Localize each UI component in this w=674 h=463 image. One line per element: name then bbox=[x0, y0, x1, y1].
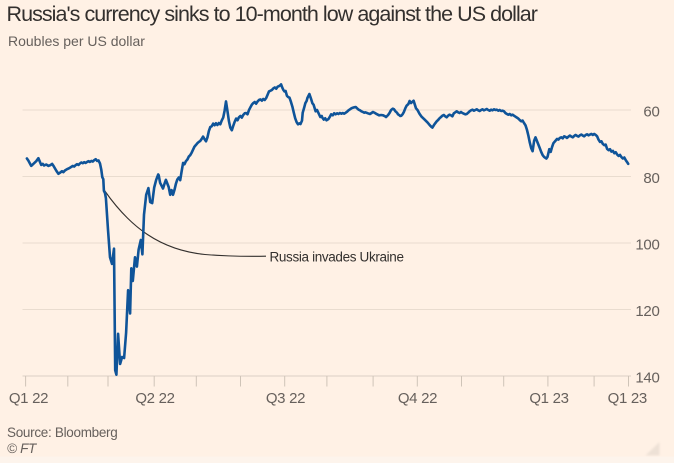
svg-text:Q1 23: Q1 23 bbox=[529, 390, 568, 407]
svg-text:140: 140 bbox=[635, 370, 659, 387]
svg-text:Q4 22: Q4 22 bbox=[398, 390, 437, 407]
svg-text:Russia invades Ukraine: Russia invades Ukraine bbox=[270, 250, 404, 265]
svg-text:Q1 23: Q1 23 bbox=[608, 390, 647, 407]
svg-text:100: 100 bbox=[635, 237, 659, 254]
svg-text:120: 120 bbox=[635, 303, 659, 320]
svg-text:80: 80 bbox=[643, 170, 659, 187]
svg-text:Q2 22: Q2 22 bbox=[135, 390, 174, 407]
svg-text:Q3 22: Q3 22 bbox=[266, 390, 305, 407]
svg-text:60: 60 bbox=[643, 104, 659, 121]
svg-text:Q1 22: Q1 22 bbox=[9, 390, 48, 407]
